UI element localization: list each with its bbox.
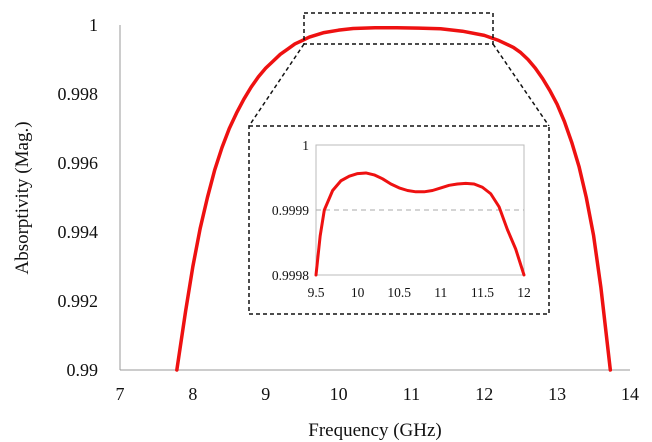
main-tick-labels: 7 8 9 10 11 12 13 14 0.99 0.992 0.994 0.996 0.998 1: [58, 15, 640, 404]
y-axis-label: Absorptivity (Mag.): [12, 121, 33, 274]
inset-x-tick-label: 9.5: [308, 285, 325, 300]
inset-y-tick-label: 1: [302, 138, 309, 153]
y-tick-label: 0.992: [58, 291, 99, 311]
y-tick-label: 0.996: [58, 153, 99, 173]
x-tick-label: 14: [621, 384, 639, 404]
main-series-line: [175, 26, 613, 372]
zoom-connector-right: [492, 43, 550, 127]
x-tick-label: 7: [116, 384, 125, 404]
x-tick-label: 12: [475, 384, 493, 404]
x-tick-label: 8: [188, 384, 197, 404]
inset-y-tick-label: 0.9999: [272, 203, 309, 218]
y-tick-label: 0.994: [58, 222, 99, 242]
y-tick-label: 0.99: [67, 360, 99, 380]
zoom-connector-left: [248, 43, 305, 127]
inset-x-tick-label: 11.5: [471, 285, 494, 300]
y-tick-label: 1: [89, 15, 98, 35]
x-tick-label: 10: [330, 384, 348, 404]
x-tick-label: 13: [548, 384, 566, 404]
inset-series-line: [314, 171, 526, 277]
inset-x-tick-label: 12: [517, 285, 531, 300]
inset-x-tick-label: 10.5: [387, 285, 411, 300]
x-tick-label: 9: [261, 384, 270, 404]
x-tick-label: 11: [403, 384, 420, 404]
inset-y-tick-label: 0.9998: [272, 268, 309, 283]
inset-tick-labels: 9.5 10 10.5 11 11.5 12 0.9998 0.9999 1: [272, 138, 531, 300]
zoom-region-box: [303, 12, 494, 45]
y-tick-label: 0.998: [58, 84, 99, 104]
inset-x-tick-label: 10: [351, 285, 365, 300]
x-axis-label: Frequency (GHz): [308, 420, 441, 441]
inset-x-tick-label: 11: [434, 285, 447, 300]
